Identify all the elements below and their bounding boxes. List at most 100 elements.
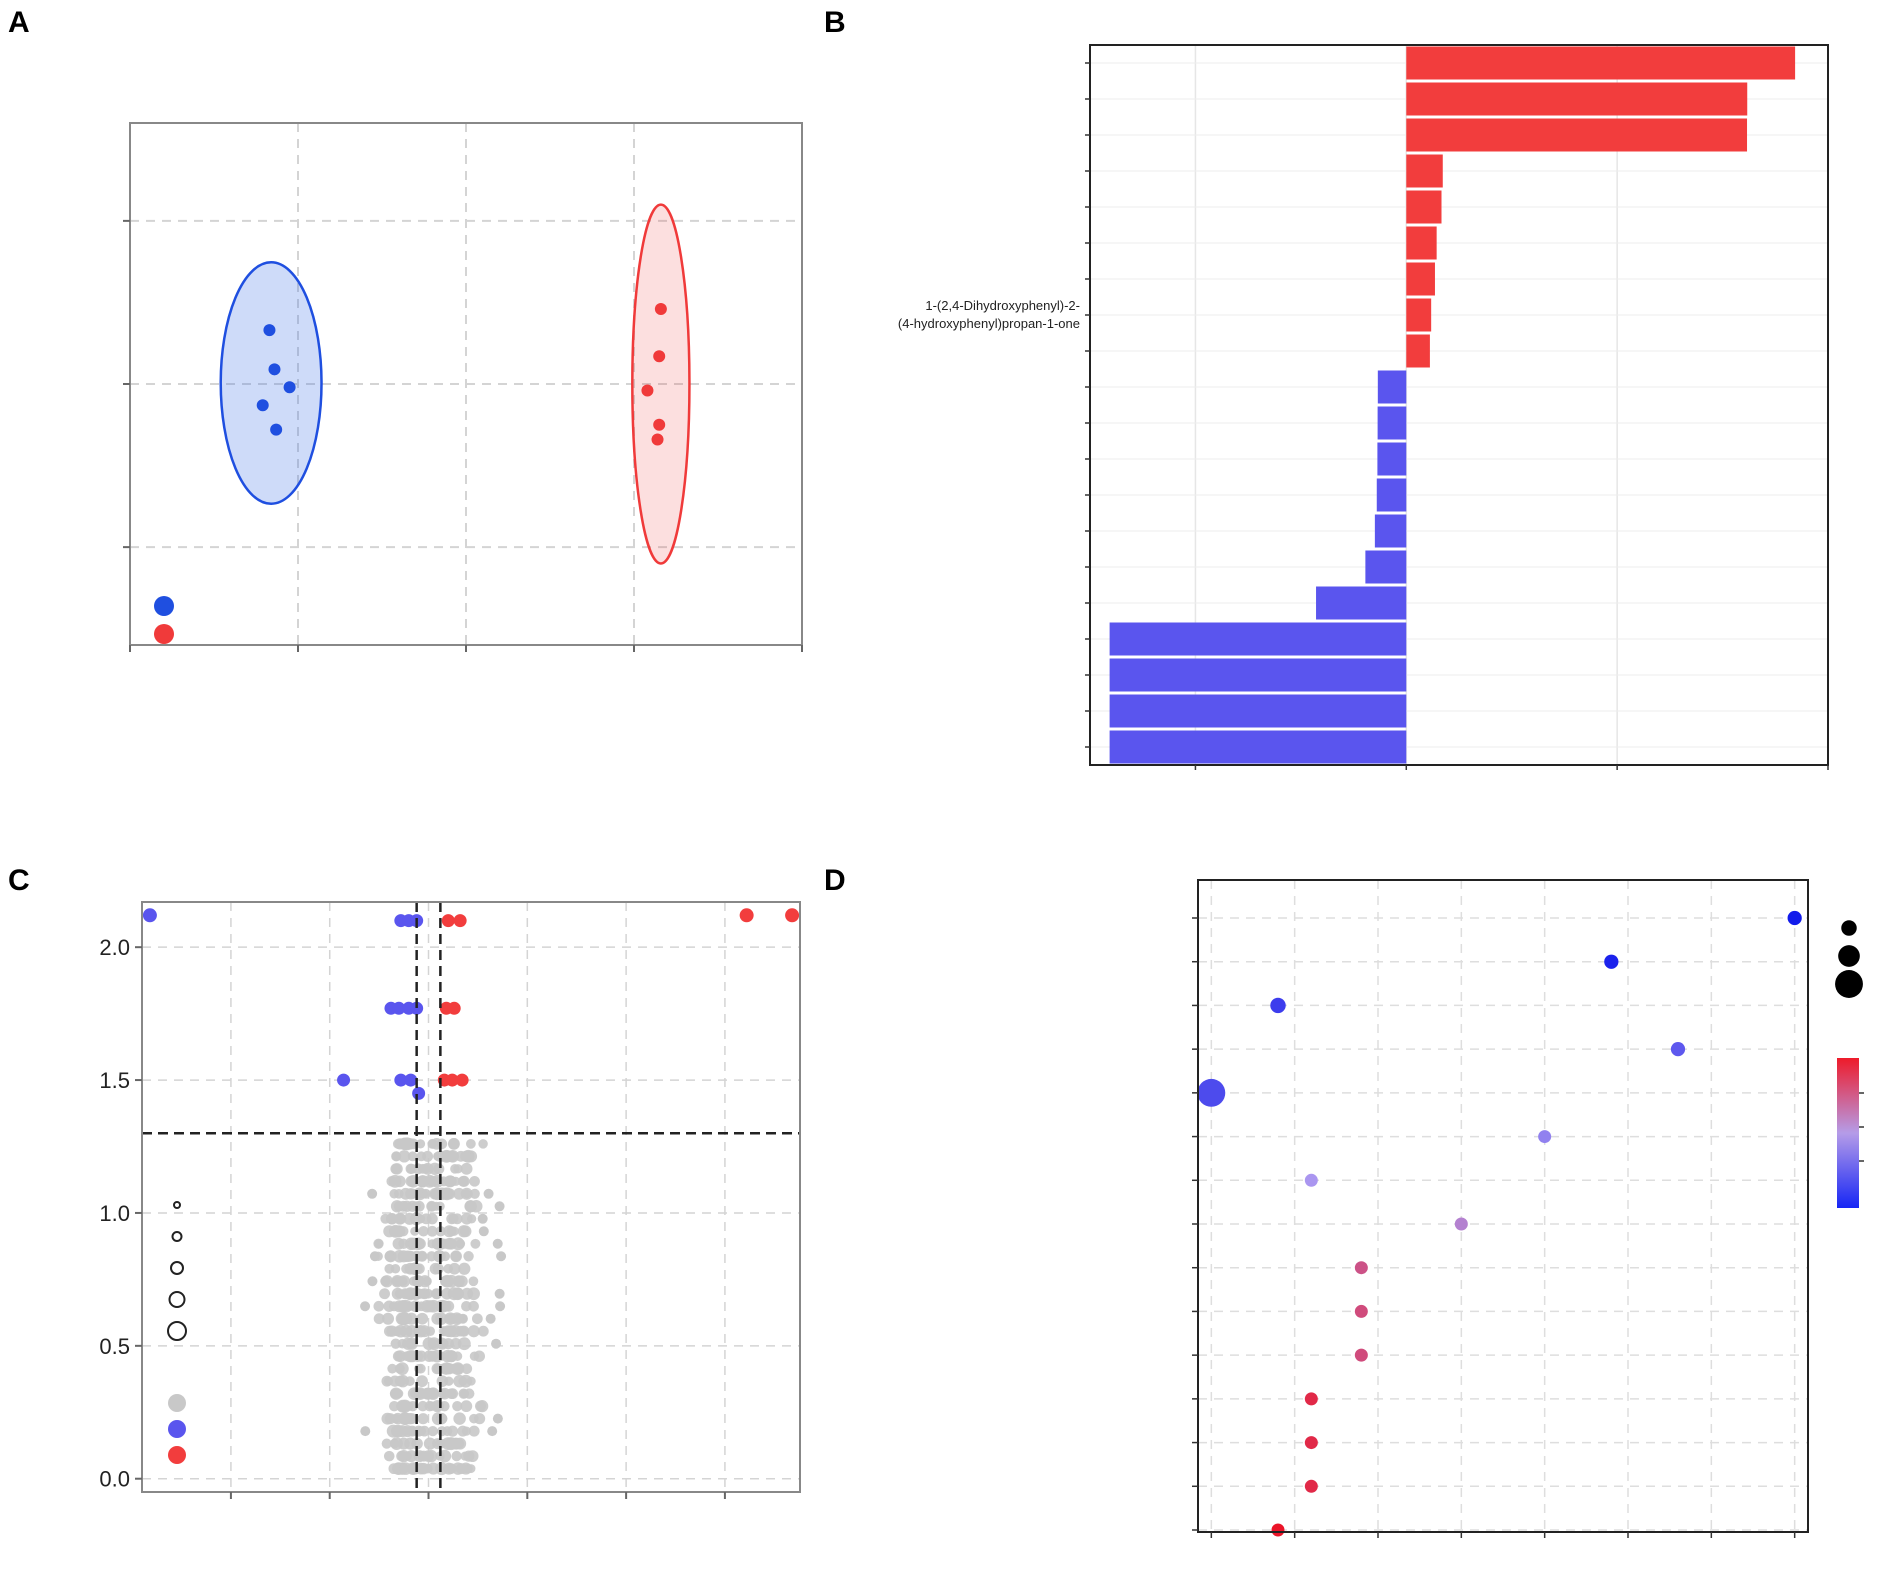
insignificant-point [494,1201,505,1212]
data-point-oeo [651,433,664,446]
insignificant-point [386,1213,397,1225]
insignificant-point [403,1287,417,1301]
insignificant-point [457,1425,469,1437]
bar [1406,46,1796,80]
insignificant-point [367,1276,378,1287]
insignificant-point [467,1325,480,1338]
insignificant-point [397,1250,410,1263]
bar [1406,298,1432,332]
insignificant-point [429,1188,441,1200]
up-regulated-point [785,908,800,923]
insignificant-point [455,1325,467,1337]
insignificant-point [379,1288,390,1300]
insignificant-point [436,1150,448,1162]
insignificant-point [426,1225,438,1237]
insignificant-point [491,1338,502,1349]
insignificant-point [415,1175,427,1187]
panel-label-d: D [824,864,846,897]
pathway-bubble [1304,1436,1318,1450]
insignificant-point [420,1213,432,1225]
insignificant-point [403,1212,416,1225]
bar [1406,82,1748,116]
insignificant-point [464,1200,477,1213]
insignificant-point [445,1274,458,1288]
insignificant-point [407,1151,418,1162]
insignificant-point [432,1237,445,1250]
data-point-oeo [641,384,654,397]
insignificant-point [459,1463,469,1474]
insignificant-point [416,1375,428,1388]
insignificant-point [461,1363,473,1375]
y-category-label-line1: 1-(2,4-Dihydroxyphenyl)-2- [925,298,1080,313]
bar [1406,190,1442,224]
panel-label-c: C [8,864,30,897]
insignificant-point [395,1213,407,1225]
insignificant-point [423,1350,435,1362]
insignificant-point [390,1200,404,1213]
y-category-label-line2: (4-hydroxyphenyl)propan-1-one [898,316,1080,331]
insignificant-point [373,1313,385,1325]
insignificant-point [437,1439,448,1449]
insignificant-point [416,1426,427,1437]
pathway-bubble [1787,910,1802,926]
insignificant-point [367,1188,378,1199]
insignificant-point [404,1412,416,1425]
plot-border [1197,879,1809,1533]
insignificant-point [460,1187,473,1200]
insignificant-point [406,1163,417,1174]
down-regulated-point [394,1073,408,1087]
insignificant-point [461,1300,472,1312]
confidence-ellipse-con [219,261,323,505]
insignificant-point [451,1450,462,1462]
legend-swatch-con [154,596,174,616]
down-regulated-point [412,1086,426,1100]
insignificant-point [469,1188,480,1199]
pathway-bubble [1604,954,1619,969]
bar [1406,154,1443,188]
statistics-legend-swatch [168,1420,186,1438]
insignificant-point [405,1450,418,1463]
bar [1109,694,1407,728]
count-legend-swatch [1838,945,1860,967]
insignificant-point [443,1225,456,1238]
insignificant-point [443,1300,455,1312]
insignificant-point [451,1176,461,1186]
insignificant-point [478,1226,489,1237]
pathway-bubble [1304,1173,1318,1187]
insignificant-point [382,1312,395,1325]
insignificant-point [468,1276,479,1287]
insignificant-point [408,1262,422,1276]
insignificant-point [401,1263,411,1274]
insignificant-point [483,1188,494,1199]
insignificant-point [396,1401,407,1412]
insignificant-point [467,1287,480,1301]
up-regulated-point [739,908,754,923]
insignificant-point [390,1264,401,1274]
insignificant-point [451,1237,465,1251]
count-legend-swatch [1841,920,1857,936]
pathway-bubble [1271,1523,1285,1537]
insignificant-point [466,1450,479,1463]
insignificant-point [442,1338,454,1350]
data-point-con [283,381,296,394]
insignificant-point [412,1275,425,1288]
insignificant-point [477,1213,488,1224]
insignificant-point [415,1139,426,1149]
insignificant-point [472,1313,483,1325]
insignificant-point [398,1150,411,1163]
insignificant-point [468,1425,480,1437]
insignificant-point [460,1150,471,1162]
down-regulated-point [337,1073,351,1087]
insignificant-point [458,1175,470,1187]
insignificant-point [460,1212,473,1225]
vip-legend-swatch [170,1261,184,1275]
pathway-bubble [1354,1348,1368,1362]
vip-legend-swatch [167,1321,187,1341]
insignificant-point [447,1138,460,1150]
insignificant-point [384,1250,396,1262]
insignificant-point [383,1450,395,1462]
insignificant-point [380,1276,391,1287]
pathway-bubble [1538,1130,1552,1144]
bar [1365,550,1407,584]
